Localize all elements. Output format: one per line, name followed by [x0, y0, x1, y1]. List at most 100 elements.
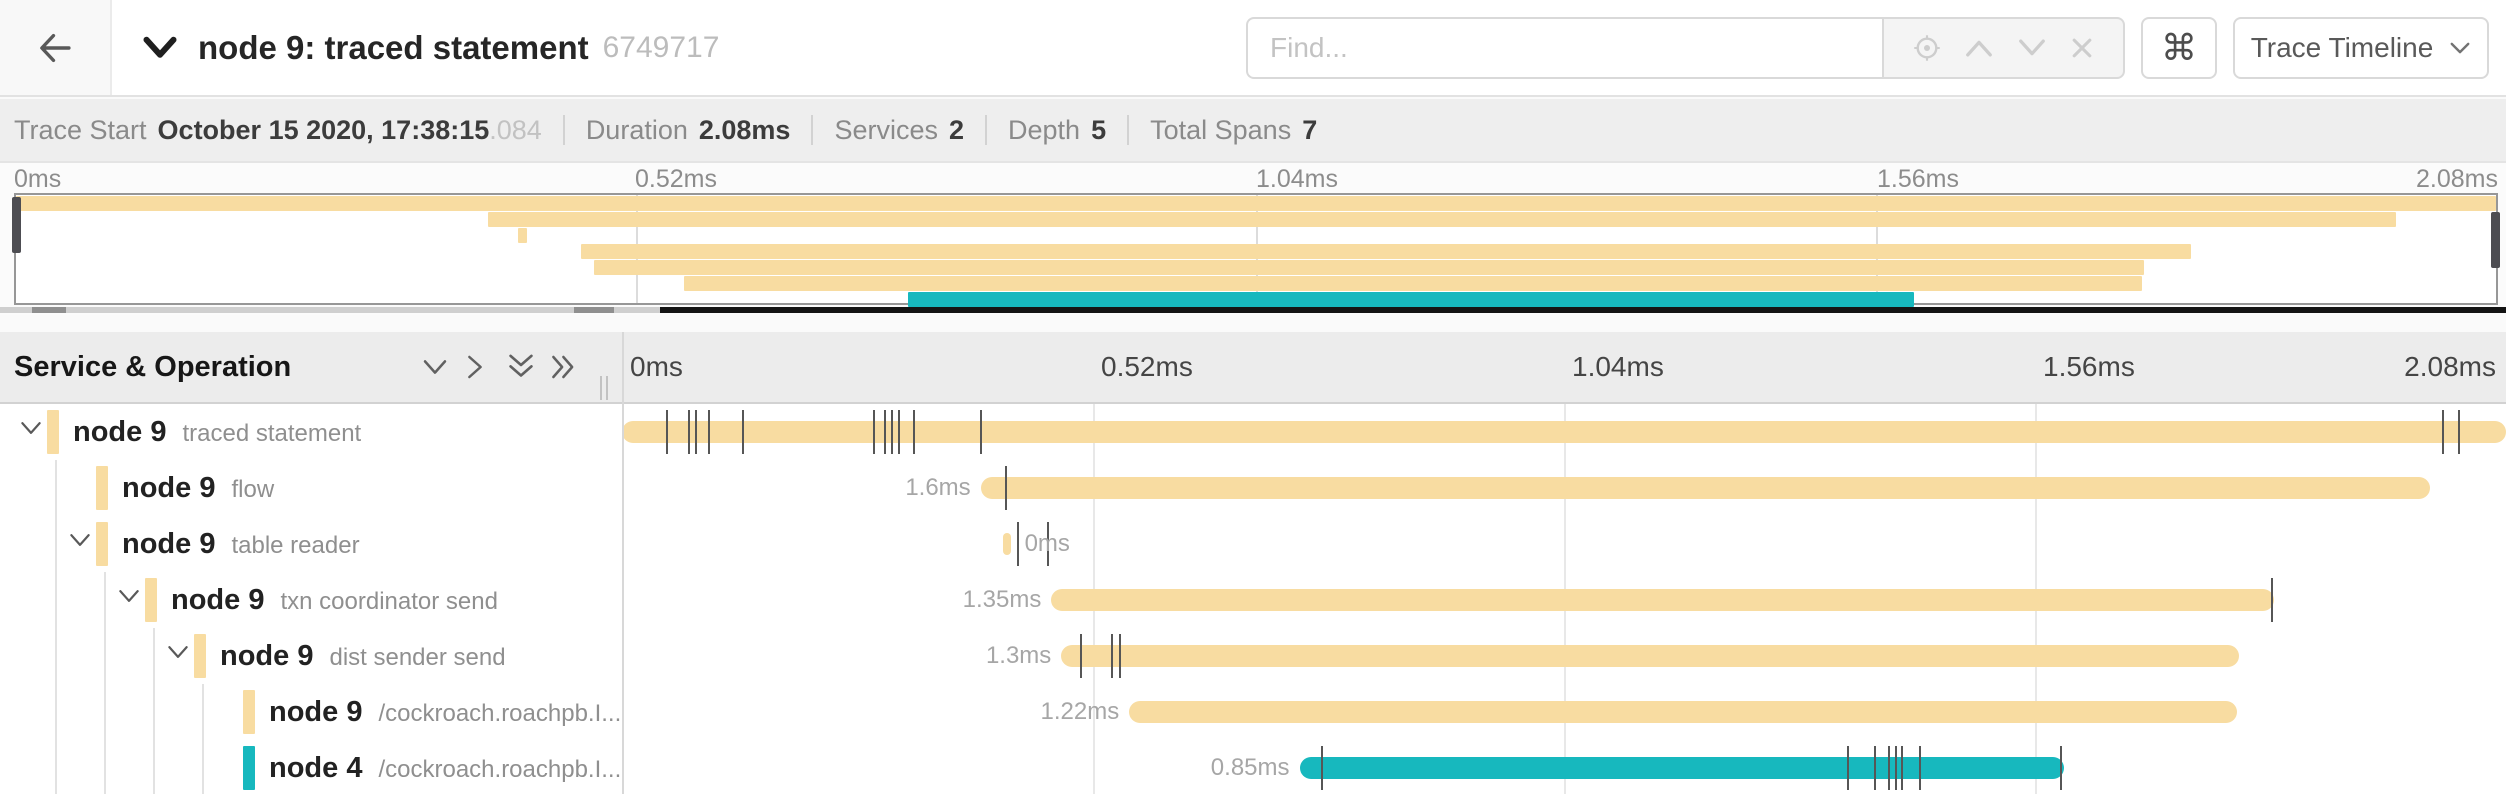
- span-bar-cell[interactable]: 1.35ms: [622, 572, 2506, 628]
- minimap-scrollbar-thumb[interactable]: [660, 307, 2506, 313]
- trace-summary: Trace Start October 15 2020, 17:38:15.084…: [0, 99, 2506, 163]
- indent-guide: [153, 628, 155, 684]
- span-log-marker: [898, 410, 901, 454]
- collapse-all-icon[interactable]: [549, 332, 579, 402]
- summary-label: Services: [834, 114, 938, 145]
- span-name-cell[interactable]: node 9/cockroach.roachpb.I...: [0, 684, 622, 740]
- span-log-marker: [891, 410, 893, 454]
- indent-guide: [153, 684, 155, 740]
- span-log-marker: [2060, 746, 2063, 790]
- trace-collapse-chevron-icon[interactable]: [142, 35, 178, 61]
- find-input[interactable]: [1246, 17, 1882, 79]
- span-log-marker: [1119, 634, 1122, 678]
- span-name-cell[interactable]: node 4/cockroach.roachpb.I...: [0, 740, 622, 794]
- span-bar-cell[interactable]: 1.6ms: [622, 460, 2506, 516]
- summary-separator: [1127, 115, 1130, 145]
- service-name: node 4: [269, 752, 363, 784]
- span-toggle-chevron-icon[interactable]: [165, 642, 191, 662]
- trace-id: 6749717: [602, 30, 720, 64]
- span-bar-cell[interactable]: 0.85ms: [622, 740, 2506, 794]
- span-toggle-chevron-icon[interactable]: [116, 586, 142, 606]
- span-log-marker: [1111, 634, 1114, 678]
- summary-label: Duration: [585, 114, 688, 145]
- span-color-block: [47, 410, 59, 454]
- span-color-block: [194, 634, 206, 678]
- span-row: 1.35ms node 9 txn coordinator send: [0, 572, 2506, 628]
- span-duration-bar[interactable]: [980, 477, 2430, 499]
- span-duration-label: 1.35ms: [962, 586, 1042, 613]
- span-duration-bar[interactable]: [1003, 533, 1012, 555]
- focus-match-icon[interactable]: [1912, 33, 1942, 63]
- minimap-span-bar: [517, 228, 528, 243]
- column-resize-grip[interactable]: [600, 376, 612, 400]
- title-row: node 9: traced statement 6749717: [142, 0, 719, 95]
- trace-view-select[interactable]: Trace Timeline: [2233, 17, 2489, 79]
- span-toggle-chevron-icon[interactable]: [67, 530, 93, 550]
- service-name: node 9: [171, 584, 265, 616]
- keyboard-shortcuts-button[interactable]: ⌘: [2141, 17, 2217, 79]
- span-duration-label: 1.3ms: [985, 642, 1052, 669]
- span-log-marker: [2441, 410, 2444, 454]
- span-row: 1.3ms node 9 dist sender send: [0, 628, 2506, 684]
- trace-view-select-label: Trace Timeline: [2250, 32, 2434, 63]
- timeline-tick-label: 0.52ms: [1101, 351, 1193, 382]
- span-log-marker: [872, 410, 875, 454]
- indent-guide: [202, 684, 204, 740]
- span-log-marker: [1919, 746, 1922, 790]
- span-duration-bar[interactable]: [1051, 589, 2275, 611]
- minimap-axis-label: 0ms: [14, 165, 62, 193]
- span-log-marker: [1846, 746, 1849, 790]
- span-bar-cell[interactable]: 0ms: [622, 516, 2506, 572]
- span-name-cell[interactable]: node 9 dist sender send: [0, 628, 622, 684]
- find-addon: [1882, 17, 2125, 79]
- span-duration-label: 0ms: [1024, 530, 1070, 557]
- span-bar-cell[interactable]: 1.22ms: [622, 684, 2506, 740]
- prev-result-icon[interactable]: [1964, 37, 1994, 59]
- span-bar-cell[interactable]: 1.3ms: [622, 628, 2506, 684]
- span-duration-bar[interactable]: [1129, 701, 2237, 723]
- timeline-tick-label: 2.08ms: [2404, 351, 2496, 382]
- minimap-span-bar: [16, 196, 2496, 211]
- expand-one-icon[interactable]: [420, 332, 450, 402]
- minimap-left-scrubber[interactable]: [12, 197, 21, 253]
- minimap-canvas[interactable]: [12, 193, 2500, 307]
- span-name-cell[interactable]: node 9 txn coordinator send: [0, 572, 622, 628]
- indent-guide: [55, 684, 57, 740]
- minimap-span-bar: [683, 276, 2142, 291]
- span-name: node 9 dist sender send: [220, 628, 506, 684]
- minimap-scrollbar[interactable]: [0, 307, 2506, 313]
- span-log-marker: [708, 410, 711, 454]
- minimap-axis: 0ms 0.52ms 1.04ms 1.56ms 2.08ms: [14, 165, 2498, 193]
- minimap-right-scrubber[interactable]: [2491, 212, 2500, 268]
- span-name: node 9 txn coordinator send: [171, 572, 498, 628]
- back-button[interactable]: [0, 0, 112, 95]
- span-bar-cell[interactable]: [622, 404, 2506, 460]
- span-name: node 4/cockroach.roachpb.I...: [269, 740, 621, 794]
- span-duration-bar[interactable]: [622, 421, 2506, 443]
- span-row: 0ms node 9 table reader: [0, 516, 2506, 572]
- span-toggle-chevron-icon[interactable]: [18, 418, 44, 438]
- clear-search-icon[interactable]: [2069, 35, 2095, 61]
- span-log-marker: [1888, 746, 1891, 790]
- summary-value: October 15 2020, 17:38:15: [157, 114, 490, 145]
- span-duration-bar[interactable]: [1299, 757, 2064, 779]
- minimap-scrollbar-nub: [32, 307, 66, 313]
- expand-all-icon[interactable]: [505, 332, 537, 402]
- summary-value: 7: [1302, 114, 1318, 145]
- span-name-cell[interactable]: node 9 traced statement: [0, 404, 622, 460]
- indent-guide: [55, 516, 57, 572]
- collapse-one-icon[interactable]: [464, 332, 486, 402]
- indent-guide: [104, 628, 106, 684]
- span-color-block: [96, 522, 108, 566]
- span-name-cell[interactable]: node 9 table reader: [0, 516, 622, 572]
- next-result-icon[interactable]: [2017, 37, 2047, 59]
- span-name-cell[interactable]: node 9 flow: [0, 460, 622, 516]
- span-name: node 9 traced statement: [73, 404, 361, 460]
- summary-separator: [811, 115, 814, 145]
- span-duration-bar[interactable]: [1061, 645, 2239, 667]
- indent-guide: [55, 460, 57, 516]
- summary-label: Trace Start: [14, 114, 147, 145]
- summary-value: 2: [948, 114, 965, 145]
- service-name: node 9: [220, 640, 314, 672]
- timeline-tick-label: 1.56ms: [2043, 351, 2135, 382]
